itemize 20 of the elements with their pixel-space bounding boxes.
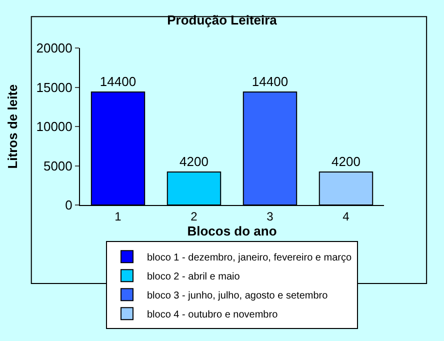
x-axis-title: Blocos do ano bbox=[187, 223, 277, 238]
x-tick-label: 4 bbox=[342, 209, 350, 224]
y-axis-title: Litros de leite bbox=[5, 84, 20, 169]
data-label: 14400 bbox=[252, 74, 288, 89]
data-label: 4200 bbox=[180, 154, 208, 170]
legend-label: bloco 2 - abril e maio bbox=[147, 272, 240, 283]
y-tick-label: 0 bbox=[65, 198, 72, 213]
data-label: 4200 bbox=[332, 154, 360, 170]
y-tick-label: 20000 bbox=[36, 40, 72, 56]
legend-label: bloco 3 - junho, julho, agosto e setembro bbox=[147, 290, 328, 302]
y-tick-label: 10000 bbox=[36, 119, 72, 134]
chart-title: Produção Leiteira bbox=[167, 12, 278, 28]
y-tick-label: 15000 bbox=[36, 80, 72, 95]
x-tick-label: 3 bbox=[266, 209, 274, 224]
data-label: 14400 bbox=[100, 74, 136, 89]
x-tick-label: 2 bbox=[190, 209, 198, 224]
x-tick-label: 1 bbox=[114, 209, 122, 224]
legend-label: bloco 1 - dezembro, janeiro, fevereiro e março bbox=[147, 252, 352, 264]
legend-label: bloco 4 - outubro e novembro bbox=[147, 310, 278, 321]
y-tick-label: 5000 bbox=[43, 158, 72, 174]
